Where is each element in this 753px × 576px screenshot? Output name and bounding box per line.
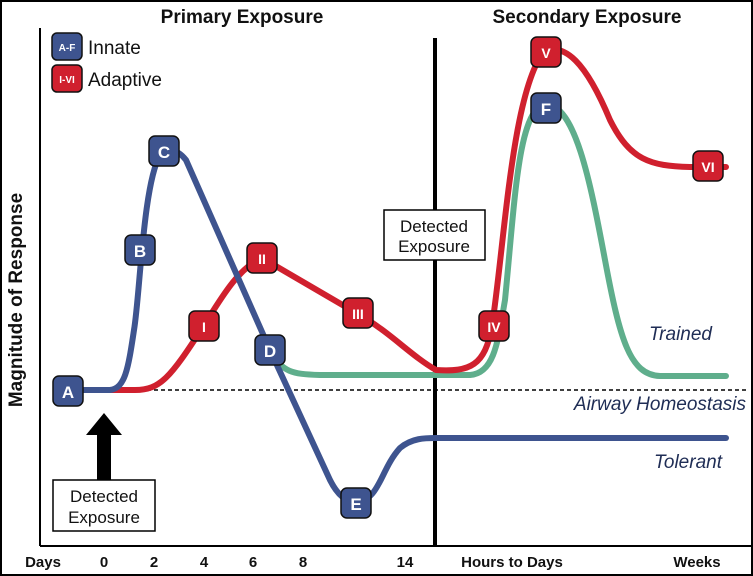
x-tick-6: 6: [249, 554, 257, 571]
airway-homeostasis-label: Airway Homeostasis: [573, 394, 747, 415]
detected-exposure-middle-line2: Exposure: [398, 237, 470, 256]
legend-adaptive-badge: I-VI: [59, 75, 75, 86]
detected-exposure-middle-line1: Detected: [400, 217, 468, 236]
svg-text:C: C: [158, 143, 170, 162]
header-secondary-exposure: Secondary Exposure: [492, 7, 681, 28]
legend-innate-swatch: [51, 32, 83, 61]
svg-text:A: A: [62, 383, 74, 402]
marker-I: I: [188, 310, 220, 342]
marker-C: C: [148, 135, 180, 167]
marker-III: III: [342, 297, 374, 329]
svg-text:I: I: [202, 319, 206, 335]
x-tick-4: 4: [200, 554, 209, 571]
innate-curve-primary: [65, 147, 439, 505]
marker-V: V: [530, 36, 562, 68]
svg-text:D: D: [264, 342, 276, 361]
svg-text:V: V: [541, 45, 551, 61]
marker-II: II: [246, 242, 278, 274]
x-tick-2: 2: [150, 554, 158, 571]
x-axis-days-label: Days: [25, 554, 61, 571]
tolerant-label: Tolerant: [654, 452, 723, 473]
header-primary-exposure: Primary Exposure: [161, 7, 324, 28]
detected-exposure-bottom-line1: Detected: [70, 487, 138, 506]
x-tick-0: 0: [100, 554, 108, 571]
detected-exposure-bottom-line2: Exposure: [68, 508, 140, 527]
legend-innate-label: Innate: [88, 38, 141, 59]
marker-IV: IV: [478, 310, 510, 342]
svg-text:B: B: [134, 242, 146, 261]
marker-D: D: [254, 334, 286, 366]
legend-innate-badge: A-F: [59, 43, 76, 54]
detected-exposure-arrow: [86, 413, 122, 480]
svg-text:IV: IV: [487, 319, 501, 335]
legend-adaptive-label: Adaptive: [88, 70, 162, 91]
svg-text:E: E: [350, 495, 361, 514]
svg-text:III: III: [352, 306, 364, 322]
y-axis-title: Magnitude of Response: [6, 193, 27, 407]
marker-B: B: [124, 234, 156, 266]
svg-text:F: F: [541, 100, 551, 119]
svg-text:II: II: [258, 251, 266, 267]
legend: A-F Innate I-VI Adaptive: [51, 32, 162, 93]
x-axis-weeks-label: Weeks: [673, 554, 720, 571]
x-tick-8: 8: [299, 554, 307, 571]
svg-text:VI: VI: [701, 159, 714, 175]
marker-E: E: [340, 487, 372, 519]
x-tick-14: 14: [397, 554, 414, 571]
x-axis-hours-to-days-label: Hours to Days: [461, 554, 563, 571]
legend-adaptive-swatch: [51, 64, 83, 93]
marker-F: F: [530, 92, 562, 124]
detected-exposure-bottom-box: Detected Exposure: [52, 479, 156, 532]
marker-A: A: [52, 375, 84, 407]
trained-label: Trained: [649, 324, 713, 345]
marker-VI: VI: [692, 150, 724, 182]
detected-exposure-middle-box: Detected Exposure: [383, 209, 486, 261]
